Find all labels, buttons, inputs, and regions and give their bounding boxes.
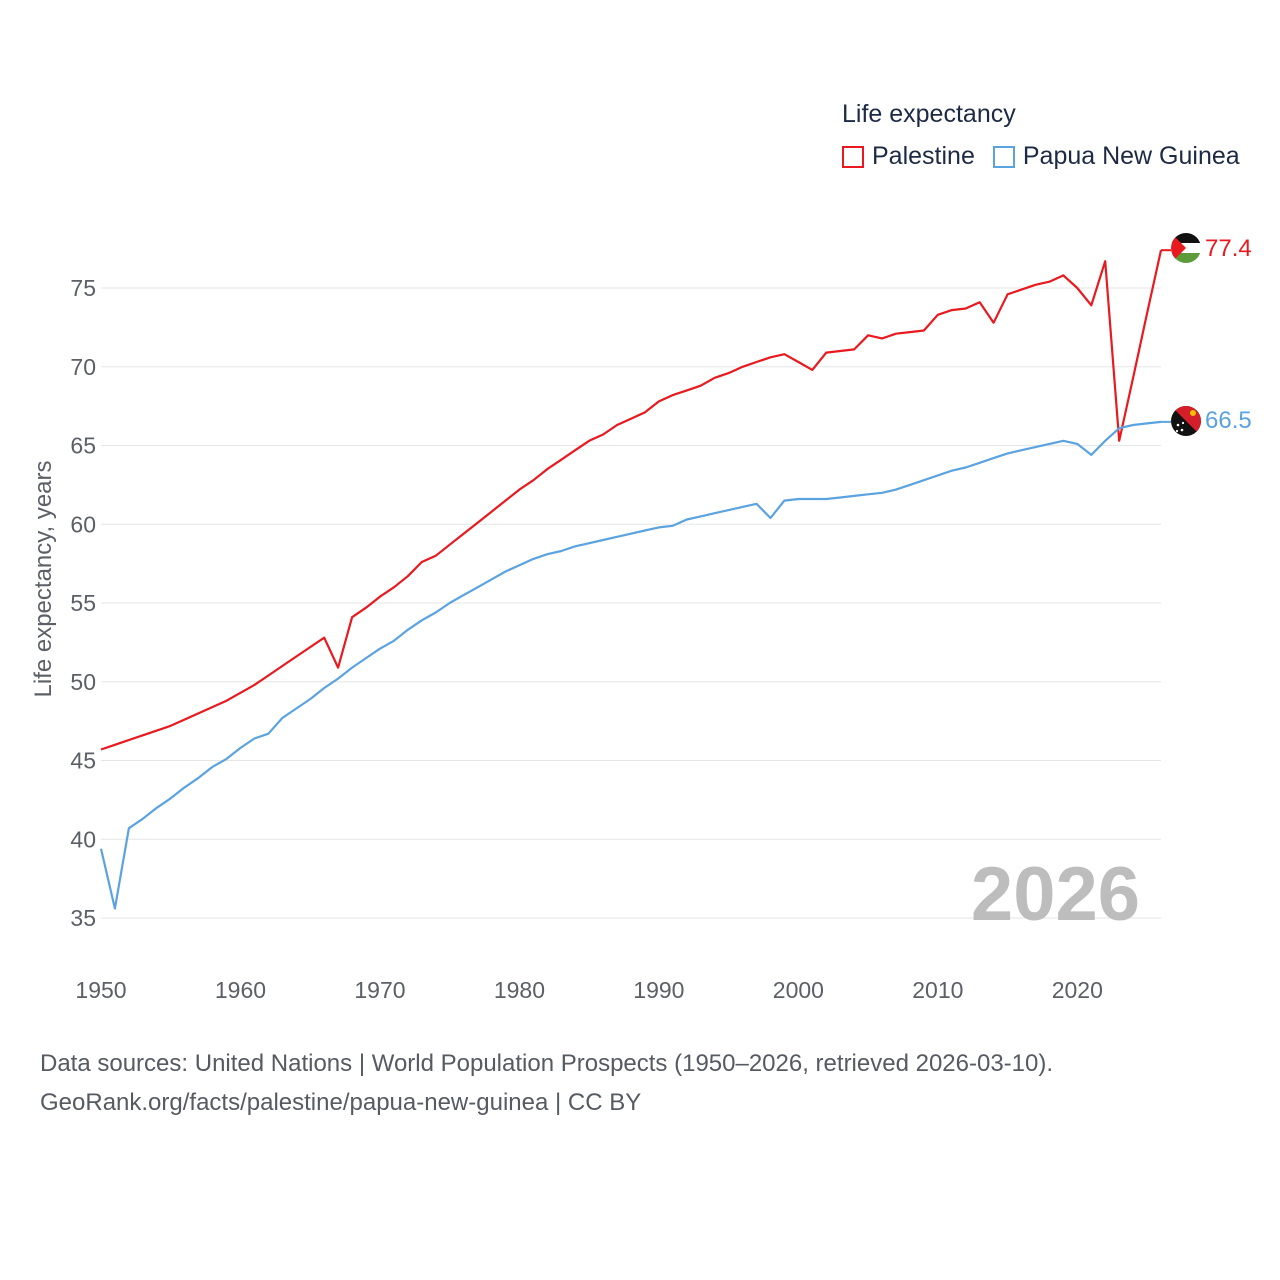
- source-line-2: GeoRank.org/facts/palestine/papua-new-gu…: [40, 1089, 642, 1116]
- x-tick-label-2000: 2000: [773, 977, 824, 1003]
- x-tick-label-2010: 2010: [912, 977, 963, 1003]
- y-tick-label-70: 70: [70, 354, 96, 380]
- y-axis-title: Life expectancy, years: [30, 460, 57, 697]
- palestine-flag-icon: [1171, 233, 1201, 263]
- legend-title: Life expectancy: [842, 100, 1016, 128]
- x-tick-label-1980: 1980: [494, 977, 545, 1003]
- y-tick-label-65: 65: [70, 433, 96, 459]
- x-tick-label-2020: 2020: [1052, 977, 1103, 1003]
- end-value-labels: 77.4 66.5: [1205, 235, 1252, 434]
- x-axis-ticks: 1950 1960 1970 1980 1990 2000 2010 2020: [75, 977, 1102, 1003]
- y-tick-label-45: 45: [70, 748, 96, 774]
- y-tick-label-35: 35: [70, 905, 96, 931]
- papua-new-guinea-flag-icon: [1171, 406, 1201, 436]
- grid-lines: [101, 287, 1161, 919]
- series-lines: [99, 249, 1171, 910]
- x-tick-label-1970: 1970: [354, 977, 405, 1003]
- y-tick-label-55: 55: [70, 590, 96, 616]
- end-label-palestine: 77.4: [1205, 235, 1252, 262]
- y-tick-label-40: 40: [70, 826, 96, 852]
- x-tick-label-1950: 1950: [75, 977, 126, 1003]
- series-line-papua-new-guinea: [99, 420, 1162, 910]
- legend-label-papua-new-guinea: Papua New Guinea: [1022, 142, 1240, 170]
- legend: Palestine Papua New Guinea: [842, 142, 1258, 171]
- legend-swatch-papua-new-guinea: [992, 145, 1015, 168]
- y-tick-label-75: 75: [70, 275, 96, 301]
- legend-label-palestine: Palestine: [872, 142, 975, 170]
- y-axis-ticks: 35 40 45 50 55 60 65 70 75: [70, 275, 96, 931]
- source-line-1: Data sources: United Nations | World Pop…: [40, 1050, 1054, 1077]
- legend-item-palestine[interactable]: Palestine: [842, 142, 975, 171]
- end-label-papua-new-guinea: 66.5: [1205, 407, 1252, 434]
- x-tick-label-1960: 1960: [215, 977, 266, 1003]
- series-line-palestine: [100, 249, 1163, 751]
- y-tick-label-50: 50: [70, 669, 96, 695]
- current-year-label: 2026: [971, 852, 1140, 937]
- y-tick-label-60: 60: [70, 511, 96, 537]
- legend-item-papua-new-guinea[interactable]: Papua New Guinea: [992, 142, 1240, 171]
- legend-swatch-palestine: [842, 145, 864, 168]
- source-note: Data sources: United Nations | World Pop…: [40, 1044, 1053, 1122]
- x-tick-label-1990: 1990: [633, 977, 684, 1003]
